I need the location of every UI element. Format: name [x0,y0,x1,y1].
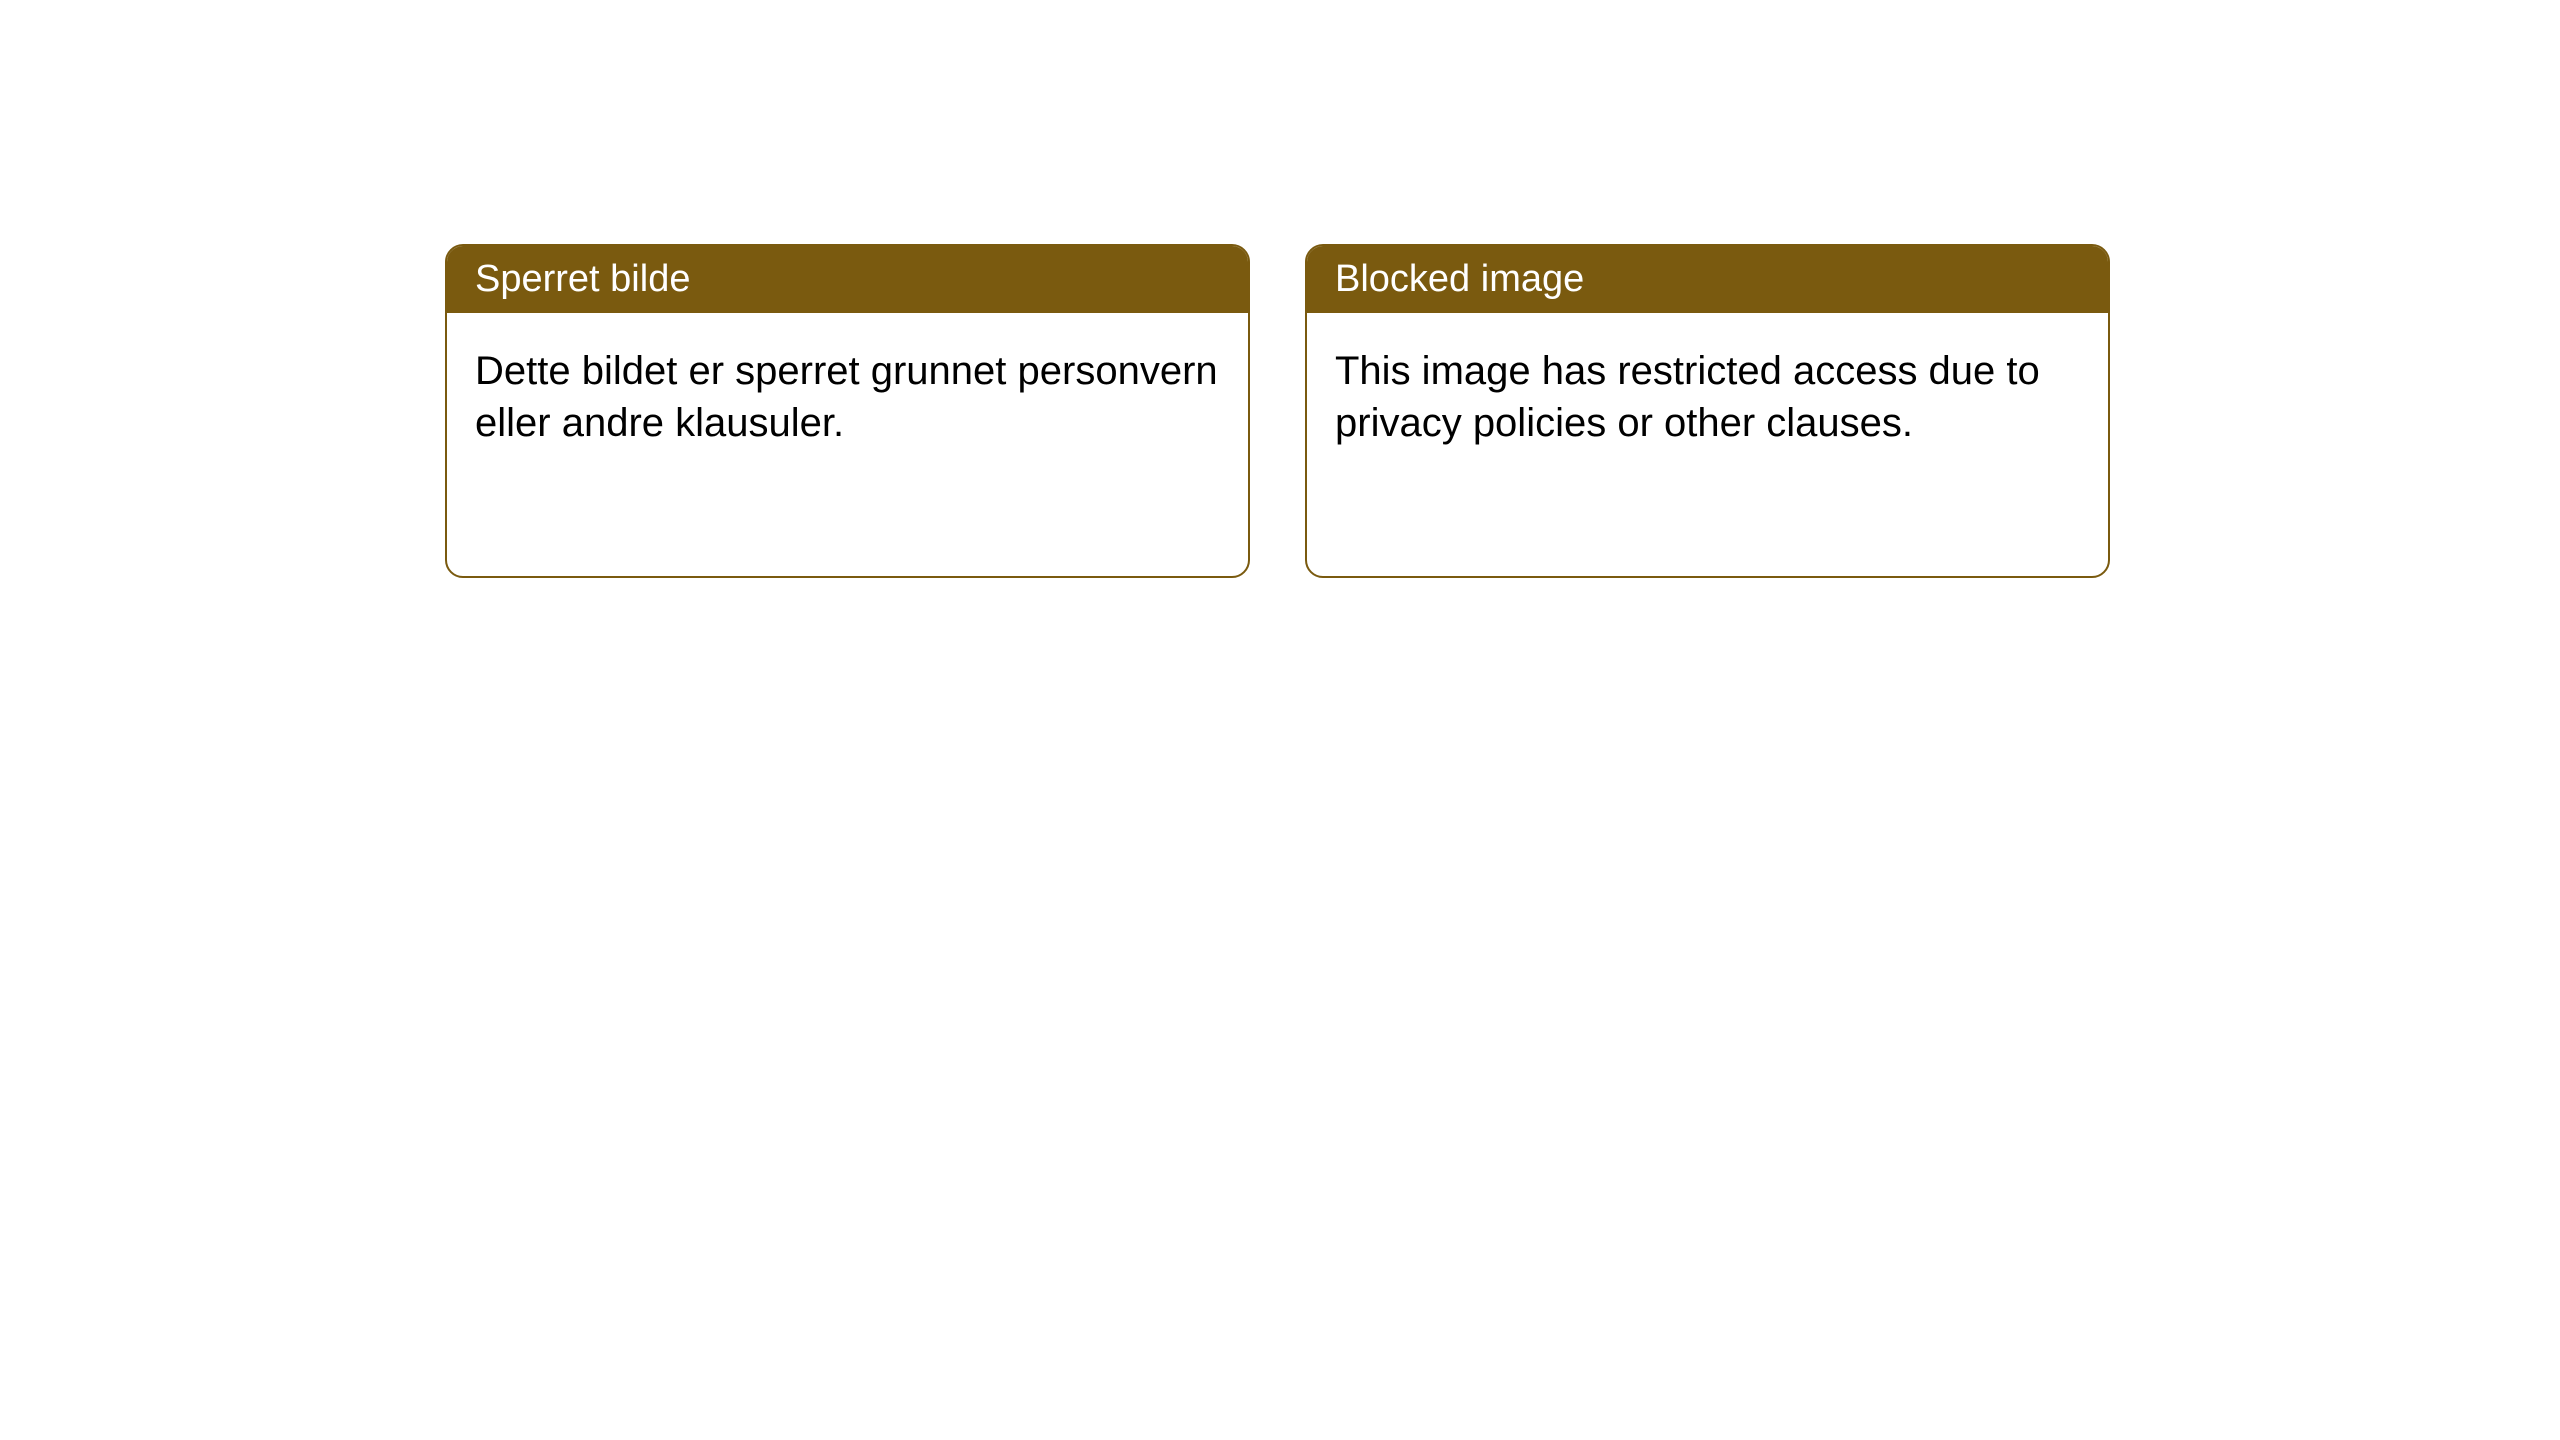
notice-body-english: This image has restricted access due to … [1307,313,2108,481]
notice-header-norwegian: Sperret bilde [447,246,1248,313]
notice-header-english: Blocked image [1307,246,2108,313]
notice-body-norwegian: Dette bildet er sperret grunnet personve… [447,313,1248,481]
notice-card-norwegian: Sperret bilde Dette bildet er sperret gr… [445,244,1250,578]
notice-card-english: Blocked image This image has restricted … [1305,244,2110,578]
notice-container: Sperret bilde Dette bildet er sperret gr… [0,0,2560,578]
